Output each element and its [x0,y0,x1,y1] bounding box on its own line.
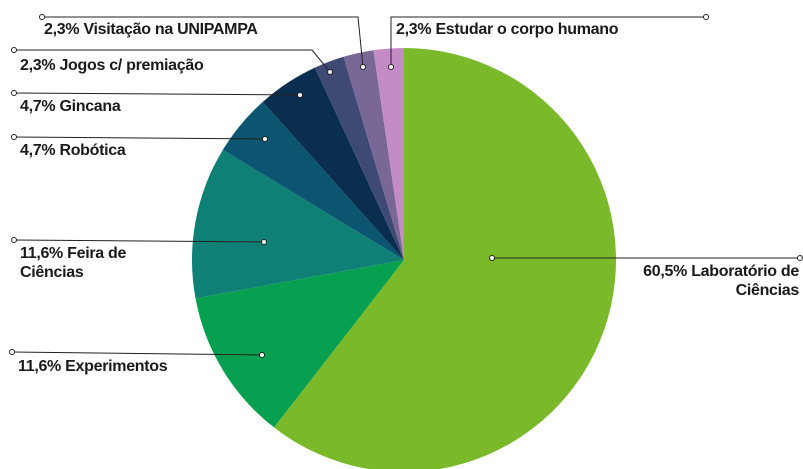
leader-dot [39,14,45,20]
leader-dot [259,352,265,358]
pie-slice [343,50,404,260]
leader-dot [11,134,17,140]
leader-dot [297,92,303,98]
category-label: Visitação na UNIPAMPA [83,21,258,38]
leader-dot [388,64,394,70]
leader-dot [9,349,15,355]
slice-label: 2,3% Estudar o corpo humano [396,20,716,39]
slice-label: 11,6% Feira de Ciências [20,244,160,282]
pie-slice [195,260,404,428]
pie-slice [373,48,404,260]
leader-dot [489,255,495,261]
leader-line [42,16,364,68]
category-label: Jogos c/ premiação [59,57,204,74]
leader-dot [261,239,267,245]
value-label: 4,7% [20,142,56,159]
category-label: Feira de Ciências [20,245,127,281]
slice-label: 2,3% Jogos c/ premiação [20,56,300,75]
value-label: 60,5% [643,263,688,280]
slice-label: 11,6% Experimentos [18,357,258,376]
leader-dot [11,47,17,53]
pie-slice [262,67,404,260]
leader-line [14,49,331,73]
leader-line [11,351,263,356]
value-label: 2,3% [44,21,80,38]
leader-dot [11,90,17,96]
slice-label: 4,7% Robótica [20,141,220,160]
leader-dot [703,14,709,20]
slice-label: 60,5% Laboratório de Ciências [619,262,799,300]
leader-line [390,16,706,67]
slice-label: 2,3% Visitação na UNIPAMPA [44,20,364,39]
leader-line [13,239,265,243]
leader-line [13,136,266,140]
leader-line [13,92,301,96]
category-label: Robótica [59,142,126,159]
leader-dot [11,237,17,243]
category-label: Gincana [59,98,121,115]
leader-dot [797,255,803,261]
category-label: Estudar o corpo humano [435,21,619,38]
value-label: 11,6% [18,358,61,375]
pie-slice [222,101,404,260]
value-label: 4,7% [20,98,56,115]
category-label: Laboratório de Ciências [691,263,799,299]
category-label: Experimentos [65,358,168,375]
leader-dot [327,69,333,75]
value-label: 2,3% [396,21,432,38]
leader-dot [360,64,366,70]
pie-slice [192,149,404,299]
value-label: 2,3% [20,57,56,74]
pie-slice [314,56,404,260]
slice-label: 4,7% Gincana [20,97,220,116]
leader-dot [262,136,268,142]
value-label: 11,6% [20,245,63,262]
pie-slice [274,48,616,469]
